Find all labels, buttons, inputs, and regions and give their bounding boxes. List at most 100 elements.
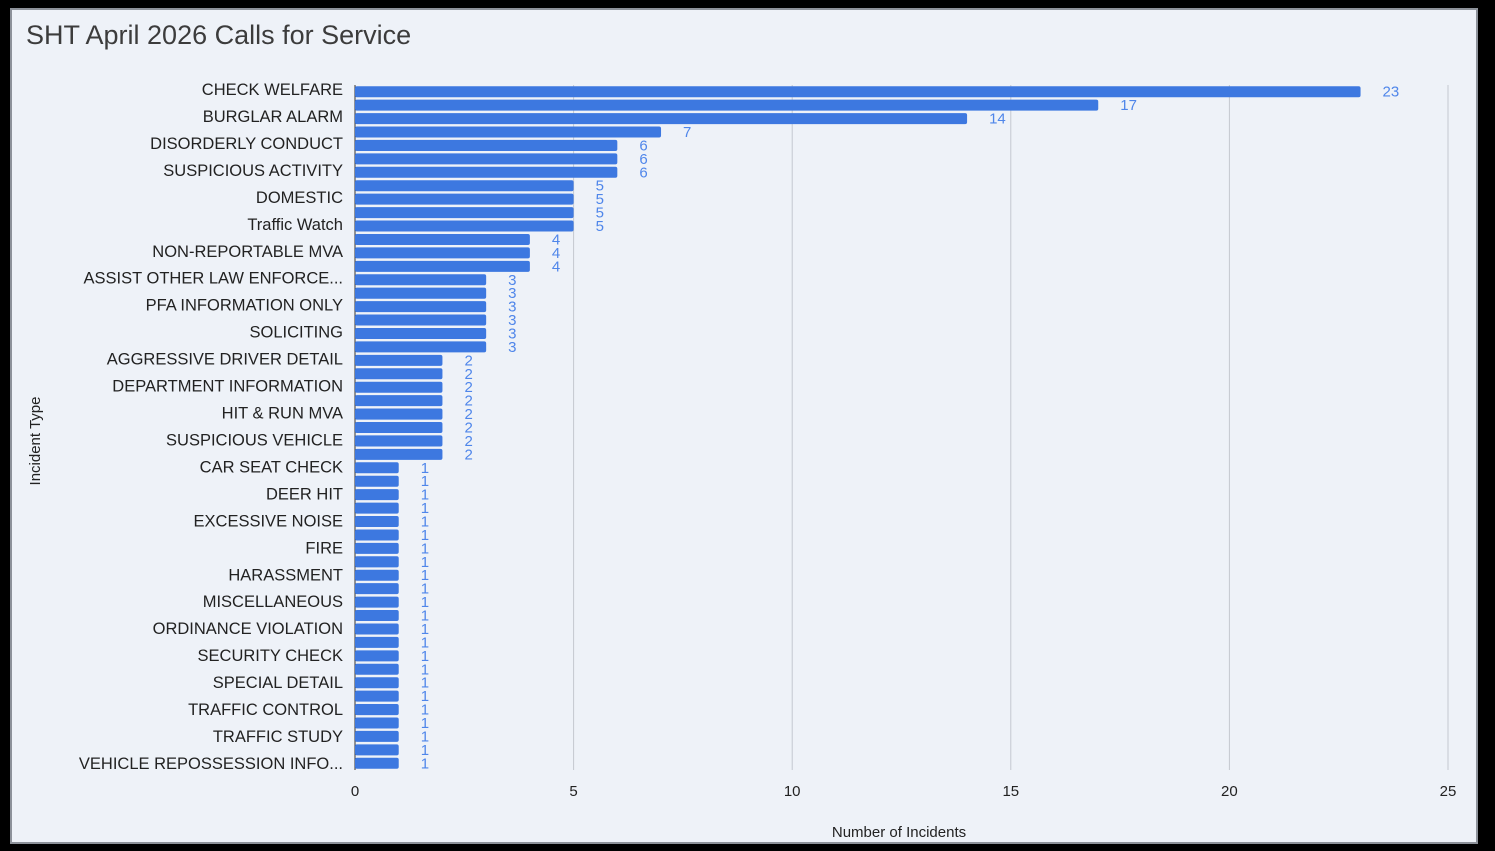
category-label: HARASSMENT [228,566,343,584]
category-label: SOLICITING [249,324,343,342]
bar [355,435,443,447]
bar [355,516,399,528]
data-label: 1 [421,527,429,544]
x-tick-label: 25 [1440,783,1457,800]
bar [355,395,443,407]
data-label: 1 [421,473,429,490]
x-tick-label: 15 [1002,783,1019,800]
bar [355,569,399,581]
bar [355,610,399,622]
bar [355,583,399,595]
data-label: 3 [508,312,516,329]
data-label: 3 [508,272,516,289]
bar [355,180,574,192]
data-label: 5 [596,191,604,208]
category-label: NON-REPORTABLE MVA [152,243,343,261]
data-label: 1 [421,581,429,598]
category-label: Traffic Watch [247,216,343,234]
y-axis-title: Incident Type [27,397,44,486]
x-tick-labels: 0 5 10 15 20 25 [351,783,1457,800]
bar [355,314,487,326]
data-label: 17 [1120,97,1137,114]
data-label: 1 [421,621,429,638]
data-label: 6 [639,137,647,154]
x-tick-label: 0 [351,783,359,800]
bars [355,86,1361,769]
category-label: DEPARTMENT INFORMATION [112,378,343,396]
x-tick-label: 5 [569,783,577,800]
bar [355,421,443,434]
category-label: PFA INFORMATION ONLY [146,297,343,315]
bar [355,247,530,259]
bar [355,233,530,245]
bar [355,663,399,675]
category-label: SUSPICIOUS ACTIVITY [163,162,343,180]
data-label: 1 [421,688,429,705]
data-label: 4 [552,258,560,275]
bar [355,86,1361,98]
x-tick-label: 20 [1221,783,1238,800]
bar [355,166,618,178]
category-labels: CHECK WELFARE BURGLAR ALARM DISORDERLY CON… [79,81,343,773]
bar [355,529,399,541]
category-label: SUSPICIOUS VEHICLE [166,431,343,449]
data-label: 3 [508,285,516,302]
category-label: TRAFFIC CONTROL [188,701,343,719]
bar [355,596,399,608]
data-label: 1 [421,648,429,665]
data-label: 2 [464,433,472,450]
data-label: 1 [421,661,429,678]
data-label: 1 [421,460,429,477]
data-label: 1 [421,702,429,719]
bar [355,354,443,366]
data-label: 6 [639,151,647,168]
bar [355,623,399,635]
bar [355,744,399,756]
bar [355,448,443,460]
data-label: 1 [421,608,429,625]
data-label: 1 [421,728,429,745]
data-label: 1 [421,514,429,531]
bar [355,462,399,474]
bar [355,99,1099,111]
data-label: 1 [421,715,429,732]
category-label: SPECIAL DETAIL [213,674,343,692]
bar [355,341,487,353]
category-label: DISORDERLY CONDUCT [150,135,343,153]
data-label: 2 [464,393,472,410]
category-label: BURGLAR ALARM [203,108,343,126]
data-label: 5 [596,205,604,222]
bar [355,301,487,313]
bar [355,542,399,554]
data-label: 5 [596,218,604,235]
bar [355,381,443,393]
data-label: 2 [464,379,472,396]
category-label: DOMESTIC [256,189,343,207]
chart-frame: SHT April 2026 Calls for Service [10,8,1478,844]
bar [355,717,399,729]
bar [355,274,487,286]
data-label: 3 [508,339,516,356]
category-label: AGGRESSIVE DRIVER DETAIL [107,351,343,369]
bar [355,690,399,702]
data-label: 1 [421,554,429,571]
data-label: 1 [421,500,429,517]
category-label: TRAFFIC STUDY [213,728,343,746]
data-label: 2 [464,366,472,383]
data-label: 2 [464,420,472,437]
data-label: 1 [421,487,429,504]
bar [355,556,399,568]
data-label: 1 [421,567,429,584]
data-label: 4 [552,245,560,262]
data-label: 3 [508,325,516,342]
bar [355,475,399,487]
category-label: EXCESSIVE NOISE [194,512,343,530]
bar [355,113,968,125]
bar [355,193,574,205]
data-label: 1 [421,742,429,759]
bar [355,287,487,299]
data-labels: 2317147666555544433333322222222111111111… [421,84,1400,773]
bar [355,650,399,662]
category-label: DEER HIT [266,485,343,503]
bar [355,153,618,165]
